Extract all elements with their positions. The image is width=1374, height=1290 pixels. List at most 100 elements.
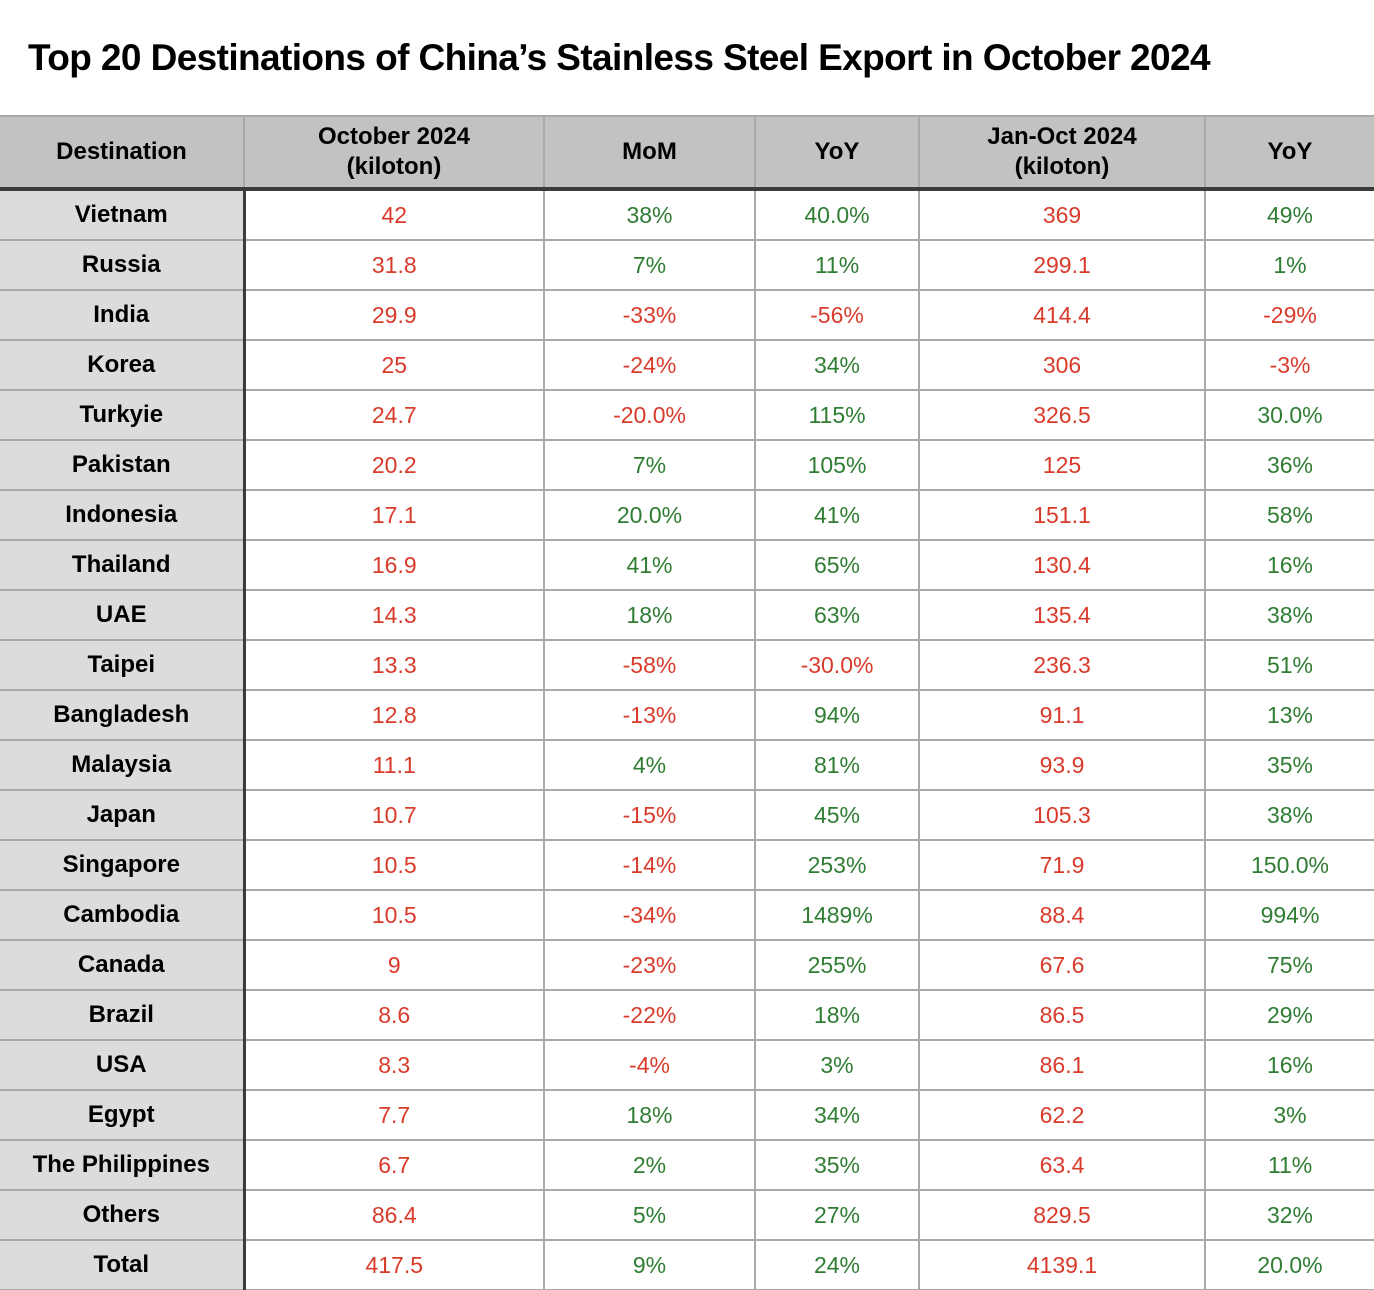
value-cell: 29% bbox=[1204, 989, 1374, 1041]
value-cell: 414.4 bbox=[918, 289, 1206, 341]
value-cell: 105% bbox=[754, 439, 920, 491]
value-cell: 88.4 bbox=[918, 889, 1206, 941]
value-cell: 16% bbox=[1204, 539, 1374, 591]
destination-cell: Turkyie bbox=[0, 389, 246, 441]
value-cell: 4139.1 bbox=[918, 1239, 1206, 1290]
destination-cell: Russia bbox=[0, 239, 246, 291]
value-cell: -24% bbox=[543, 339, 756, 391]
value-cell: 8.6 bbox=[243, 989, 545, 1041]
table-row: Malaysia 11.1 4% 81% 93.9 35% bbox=[0, 739, 1374, 791]
value-cell: 7% bbox=[543, 239, 756, 291]
value-cell: 86.4 bbox=[243, 1189, 545, 1241]
value-cell: 326.5 bbox=[918, 389, 1206, 441]
value-cell: -3% bbox=[1204, 339, 1374, 391]
value-cell: 65% bbox=[754, 539, 920, 591]
value-cell: 31.8 bbox=[243, 239, 545, 291]
value-cell: 994% bbox=[1204, 889, 1374, 941]
header-sublabel: (kiloton) bbox=[1014, 153, 1110, 180]
page-title: Top 20 Destinations of China’s Stainless… bbox=[28, 36, 1211, 78]
column-header: October 2024 (kiloton) bbox=[243, 115, 545, 191]
value-cell: 40.0% bbox=[754, 188, 920, 241]
table-row: Indonesia 17.1 20.0% 41% 151.1 58% bbox=[0, 489, 1374, 541]
value-cell: 24% bbox=[754, 1239, 920, 1290]
table-row: India 29.9 -33% -56% 414.4 -29% bbox=[0, 289, 1374, 341]
value-cell: -29% bbox=[1204, 289, 1374, 341]
destination-cell: Others bbox=[0, 1189, 246, 1241]
value-cell: 35% bbox=[1204, 739, 1374, 791]
destination-cell: Indonesia bbox=[0, 489, 246, 541]
destination-cell: Pakistan bbox=[0, 439, 246, 491]
destination-cell: Egypt bbox=[0, 1089, 246, 1141]
destination-cell: Total bbox=[0, 1239, 246, 1290]
value-cell: 91.1 bbox=[918, 689, 1206, 741]
value-cell: -14% bbox=[543, 839, 756, 891]
destination-cell: USA bbox=[0, 1039, 246, 1091]
destination-cell: Canada bbox=[0, 939, 246, 991]
table-row: Japan 10.7 -15% 45% 105.3 38% bbox=[0, 789, 1374, 841]
column-header: Jan-Oct 2024 (kiloton) bbox=[918, 115, 1206, 191]
destination-cell: Taipei bbox=[0, 639, 246, 691]
value-cell: 2% bbox=[543, 1139, 756, 1191]
value-cell: 125 bbox=[918, 439, 1206, 491]
value-cell: 13% bbox=[1204, 689, 1374, 741]
column-header: YoY bbox=[1204, 115, 1374, 191]
value-cell: 10.5 bbox=[243, 839, 545, 891]
value-cell: 17.1 bbox=[243, 489, 545, 541]
destination-cell: Singapore bbox=[0, 839, 246, 891]
value-cell: 1% bbox=[1204, 239, 1374, 291]
value-cell: 75% bbox=[1204, 939, 1374, 991]
value-cell: 20.0% bbox=[543, 489, 756, 541]
header-label: YoY bbox=[814, 138, 860, 165]
value-cell: 58% bbox=[1204, 489, 1374, 541]
destination-cell: UAE bbox=[0, 589, 246, 641]
header-label: YoY bbox=[1267, 138, 1313, 165]
header-row: Destination October 2024 (kiloton) MoM YoY Ja… bbox=[0, 115, 1374, 191]
value-cell: -23% bbox=[543, 939, 756, 991]
value-cell: 51% bbox=[1204, 639, 1374, 691]
value-cell: 8.3 bbox=[243, 1039, 545, 1091]
value-cell: 10.5 bbox=[243, 889, 545, 941]
value-cell: 71.9 bbox=[918, 839, 1206, 891]
value-cell: 236.3 bbox=[918, 639, 1206, 691]
destination-cell: Korea bbox=[0, 339, 246, 391]
value-cell: 115% bbox=[754, 389, 920, 441]
table-row: Thailand 16.9 41% 65% 130.4 16% bbox=[0, 539, 1374, 591]
table-row: Singapore 10.5 -14% 253% 71.9 150.0% bbox=[0, 839, 1374, 891]
value-cell: 63.4 bbox=[918, 1139, 1206, 1191]
value-cell: 93.9 bbox=[918, 739, 1206, 791]
table-row: Korea 25 -24% 34% 306 -3% bbox=[0, 339, 1374, 391]
table-row: Others 86.4 5% 27% 829.5 32% bbox=[0, 1189, 1374, 1241]
value-cell: 12.8 bbox=[243, 689, 545, 741]
value-cell: 3% bbox=[1204, 1089, 1374, 1141]
value-cell: -13% bbox=[543, 689, 756, 741]
value-cell: -34% bbox=[543, 889, 756, 941]
table-row: Cambodia 10.5 -34% 1489% 88.4 994% bbox=[0, 889, 1374, 941]
table-row: Canada 9 -23% 255% 67.6 75% bbox=[0, 939, 1374, 991]
value-cell: -20.0% bbox=[543, 389, 756, 441]
header-label: Destination bbox=[56, 138, 187, 165]
value-cell: 27% bbox=[754, 1189, 920, 1241]
value-cell: 38% bbox=[1204, 789, 1374, 841]
value-cell: 38% bbox=[1204, 589, 1374, 641]
value-cell: 81% bbox=[754, 739, 920, 791]
value-cell: 105.3 bbox=[918, 789, 1206, 841]
table-row: Pakistan 20.2 7% 105% 125 36% bbox=[0, 439, 1374, 491]
value-cell: -56% bbox=[754, 289, 920, 341]
table-row: Bangladesh 12.8 -13% 94% 91.1 13% bbox=[0, 689, 1374, 741]
value-cell: 38% bbox=[543, 188, 756, 241]
value-cell: 151.1 bbox=[918, 489, 1206, 541]
destination-cell: Brazil bbox=[0, 989, 246, 1041]
value-cell: -15% bbox=[543, 789, 756, 841]
column-header: Destination bbox=[0, 115, 245, 191]
value-cell: 135.4 bbox=[918, 589, 1206, 641]
table-row: Taipei 13.3 -58% -30.0% 236.3 51% bbox=[0, 639, 1374, 691]
value-cell: 150.0% bbox=[1204, 839, 1374, 891]
value-cell: 34% bbox=[754, 1089, 920, 1141]
title-bar: Top 20 Destinations of China’s Stainless… bbox=[0, 0, 1374, 115]
value-cell: -30.0% bbox=[754, 639, 920, 691]
value-cell: 35% bbox=[754, 1139, 920, 1191]
value-cell: 130.4 bbox=[918, 539, 1206, 591]
table-row: Brazil 8.6 -22% 18% 86.5 29% bbox=[0, 989, 1374, 1041]
value-cell: 4% bbox=[543, 739, 756, 791]
value-cell: 42 bbox=[243, 188, 545, 241]
